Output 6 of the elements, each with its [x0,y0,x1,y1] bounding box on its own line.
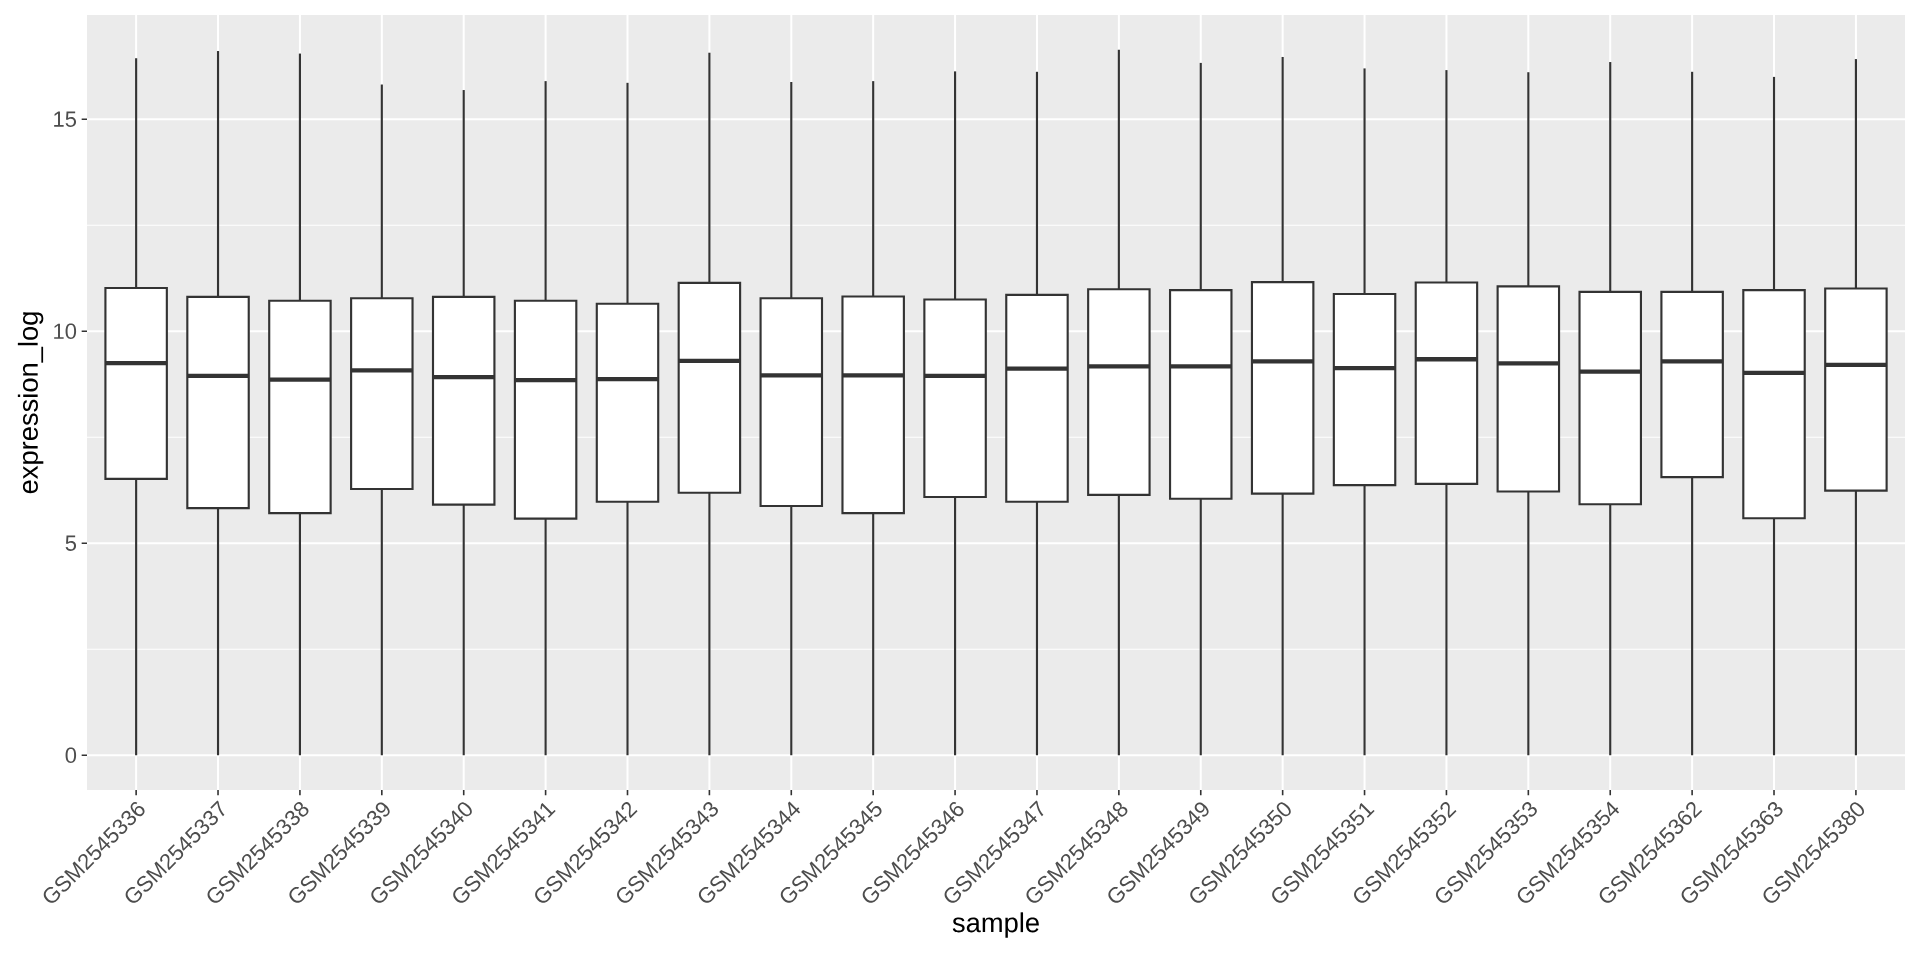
y-tick-label: 5 [65,535,77,551]
y-tick-label: 10 [54,323,77,340]
y-tick-label: 0 [65,747,77,764]
y-tick-label: 15 [54,111,77,127]
x-axis-title: sample [952,912,1039,938]
y-axis-title: expression_log [17,312,44,494]
